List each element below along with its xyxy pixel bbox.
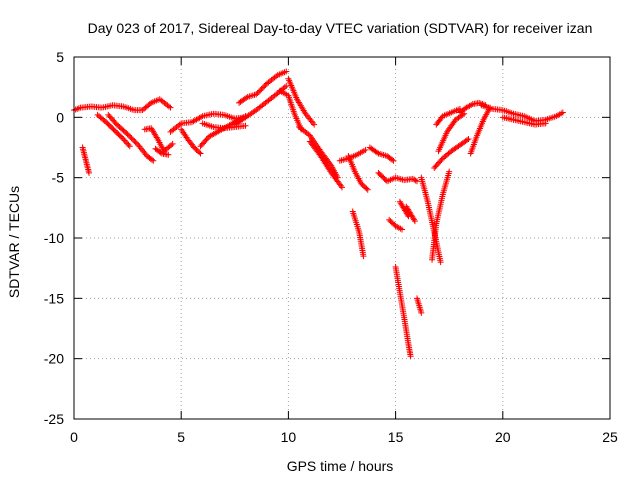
data-point <box>197 150 204 157</box>
data-point <box>283 68 290 75</box>
x-tick-label: 0 <box>70 429 78 445</box>
data-point <box>131 138 138 145</box>
x-axis-label: GPS time / hours <box>287 458 394 474</box>
data-point <box>149 156 156 163</box>
y-tick-label: -5 <box>52 170 65 186</box>
data-point <box>119 134 126 141</box>
data-point <box>261 83 268 90</box>
data-point <box>464 137 471 144</box>
data-point <box>437 259 444 266</box>
data-point <box>337 182 344 189</box>
data-point <box>418 309 425 316</box>
plot-frame <box>73 56 611 420</box>
data-point <box>125 132 132 139</box>
data-point <box>168 142 175 149</box>
y-tick-label: -25 <box>44 411 64 427</box>
data-point <box>257 87 264 94</box>
y-tick-label: -20 <box>44 351 64 367</box>
data-point <box>86 169 93 176</box>
data-point <box>112 120 119 127</box>
data-point <box>125 141 132 148</box>
y-tick-label: 0 <box>56 109 64 125</box>
data-point <box>364 186 371 193</box>
data-point <box>157 149 164 156</box>
data-point <box>146 101 153 108</box>
data-point <box>311 121 318 128</box>
chart-title: Day 023 of 2017, Sidereal Day-to-day VTE… <box>88 20 593 36</box>
data-point <box>122 138 129 145</box>
data-point <box>411 216 418 223</box>
data-point <box>389 156 396 163</box>
x-tick-label: 10 <box>281 429 297 445</box>
data-point <box>126 143 133 150</box>
y-tick-label: -10 <box>44 230 64 246</box>
data-point <box>412 177 419 184</box>
y-tick-label: 5 <box>56 49 64 65</box>
data-point <box>242 122 249 129</box>
data-point <box>121 137 128 144</box>
data-point <box>259 84 266 91</box>
data-point <box>262 81 269 88</box>
data-point <box>363 185 370 192</box>
data-point <box>283 82 290 89</box>
data-point <box>258 85 265 92</box>
data-point <box>120 136 127 143</box>
x-tick-label: 25 <box>602 429 618 445</box>
data-point <box>132 139 139 146</box>
data-point <box>128 135 135 142</box>
data-point <box>281 84 288 91</box>
data-point <box>360 253 367 260</box>
data-point <box>362 146 369 153</box>
data-point <box>253 91 260 98</box>
x-tick-label: 20 <box>495 429 511 445</box>
data-point <box>124 140 131 147</box>
data-point <box>255 88 262 95</box>
data-point <box>150 157 157 164</box>
data-point <box>390 157 397 164</box>
data-point <box>374 149 381 156</box>
data-point <box>339 184 345 191</box>
data-point <box>124 131 131 138</box>
data-point <box>243 94 250 101</box>
data-point <box>438 156 445 163</box>
data-point <box>127 133 134 140</box>
data-point <box>414 178 421 185</box>
data-point <box>123 130 130 137</box>
y-tick-label: -15 <box>44 290 64 306</box>
data-point <box>542 120 549 127</box>
data-point <box>559 109 566 116</box>
data-point <box>407 353 414 360</box>
data-point <box>165 151 172 158</box>
x-tick-label: 5 <box>177 429 185 445</box>
x-tick-label: 15 <box>388 429 404 445</box>
data-point <box>254 90 261 97</box>
data-point <box>167 104 174 111</box>
data-point <box>399 226 406 233</box>
data-point <box>327 161 334 168</box>
tick-labels: 0 5 10 15 20 25 -25 -20 -15 -10 -5 0 5 <box>44 49 618 445</box>
data-point <box>446 168 453 175</box>
data-point <box>169 140 176 147</box>
y-axis-label: SDTVAR / TECUs <box>6 186 22 298</box>
data-point <box>196 149 203 156</box>
data-point <box>133 140 140 147</box>
data-point <box>411 218 418 225</box>
data-points <box>71 68 566 360</box>
data-point <box>465 136 472 143</box>
data-point <box>129 136 136 143</box>
